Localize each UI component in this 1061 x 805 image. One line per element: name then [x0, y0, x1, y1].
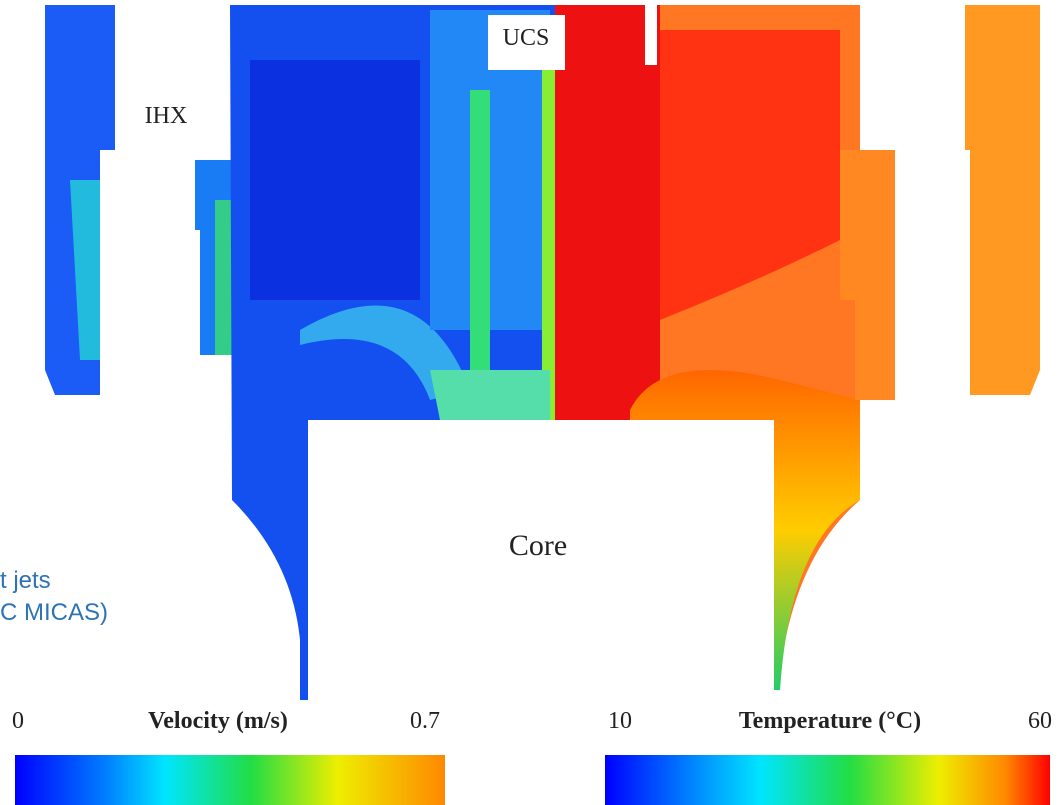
- cfd-figure: IHX UCS Core t jets C MICAS) 0 Velocity …: [0, 0, 1061, 805]
- ucs-label: UCS: [503, 25, 550, 51]
- caption-line: C MICAS): [0, 599, 108, 626]
- scale-max: 60: [1028, 708, 1052, 734]
- scale-title: Temperature (°C): [739, 708, 921, 734]
- core-label: Core: [509, 529, 567, 562]
- ihx-label: IHX: [145, 103, 188, 129]
- scale-min: 10: [608, 708, 632, 734]
- scale-max: 0.7: [410, 708, 440, 734]
- velocity-colorbar: [15, 755, 445, 805]
- temperature-colorbar: [605, 755, 1050, 805]
- scale-title: Velocity (m/s): [148, 708, 288, 734]
- scale-min: 0: [12, 708, 24, 734]
- caption-line: t jets: [0, 567, 51, 594]
